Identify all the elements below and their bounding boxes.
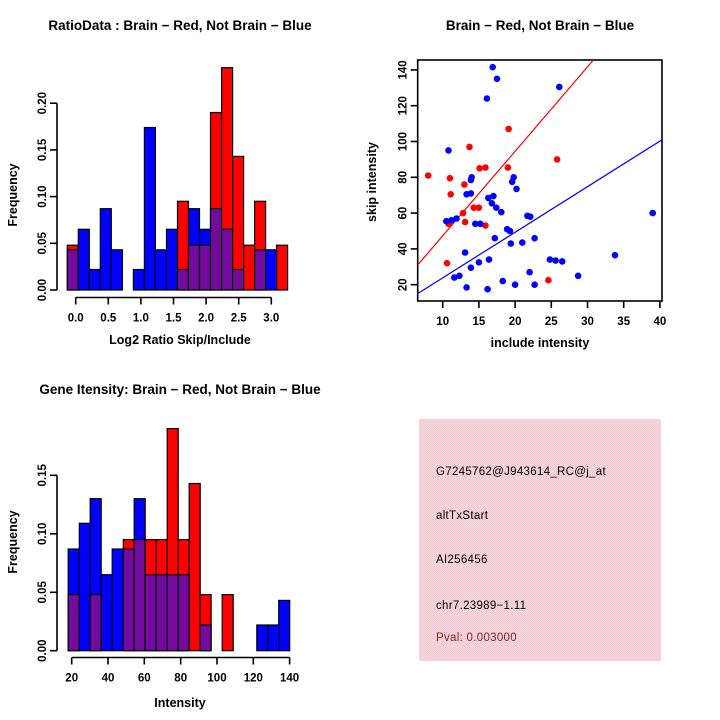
svg-text:40: 40 (398, 243, 410, 256)
svg-text:140: 140 (280, 673, 299, 685)
svg-text:0.10: 0.10 (37, 523, 49, 545)
svg-text:10: 10 (436, 316, 449, 328)
svg-text:120: 120 (398, 96, 410, 115)
svg-text:3.0: 3.0 (263, 313, 279, 325)
svg-text:140: 140 (398, 60, 410, 79)
svg-text:0.15: 0.15 (37, 464, 49, 487)
x-axis: 20 40 60 80 100 120 140 (65, 656, 299, 685)
panel-gene-intensity-histogram: Gene Itensity: Brain − Red, Not Brain − … (0, 360, 360, 720)
points (424, 63, 656, 293)
scatter-xlabel: include intensity (490, 336, 590, 350)
svg-text:40: 40 (654, 316, 667, 328)
svg-text:2.0: 2.0 (198, 313, 214, 325)
gene-info-box: G7245762@J943614_RC@j_at altTxStart AI25… (419, 419, 661, 661)
svg-text:40: 40 (102, 673, 115, 685)
y-axis: 0.00 0.05 0.10 0.15 0.20 (37, 92, 58, 301)
panel-intensity-scatter: Brain − Red, Not Brain − Blue skip inten… (360, 0, 720, 360)
svg-text:20: 20 (509, 316, 522, 328)
gene-histogram-xlabel: Intensity (154, 696, 206, 710)
x-axis: 0.0 0.5 1.0 1.5 2.0 2.5 3.0 (68, 296, 279, 325)
ratio-histogram-plot: 0.0 0.5 1.0 1.5 2.0 2.5 3.0 0.00 0.05 0.10 0.15 0.2… (37, 67, 289, 325)
svg-text:0.10: 0.10 (37, 185, 49, 207)
svg-text:1.0: 1.0 (133, 313, 149, 325)
plot-box (416, 59, 663, 302)
svg-text:120: 120 (244, 673, 263, 685)
y-axis: 0.00 0.05 0.10 0.15 (37, 464, 58, 662)
svg-text:80: 80 (174, 673, 187, 685)
svg-text:25: 25 (545, 316, 558, 328)
svg-text:20: 20 (65, 673, 78, 685)
probe-id-text: G7245762@J943614_RC@j_at (436, 466, 606, 478)
ratio-histogram-xlabel: Log2 Ratio Skip/Include (109, 333, 251, 347)
svg-text:0.0: 0.0 (68, 313, 84, 325)
svg-text:0.20: 0.20 (37, 92, 49, 114)
svg-text:30: 30 (581, 316, 594, 328)
pvalue-text: Pval: 0.003000 (436, 632, 517, 644)
svg-text:0.05: 0.05 (37, 232, 49, 255)
y-axis: 20 40 60 80 100 120 140 (398, 60, 418, 291)
scatter-plot: 10 15 20 25 30 35 40 20 40 60 80 100 120 140 (398, 59, 666, 328)
splice-type-text: altTxStart (436, 510, 489, 522)
svg-text:35: 35 (617, 316, 630, 328)
x-axis: 10 15 20 25 30 35 40 (436, 301, 666, 328)
svg-text:0.00: 0.00 (37, 640, 49, 662)
svg-text:1.5: 1.5 (166, 313, 183, 325)
svg-text:2.5: 2.5 (231, 313, 248, 325)
svg-text:60: 60 (398, 207, 410, 220)
svg-text:60: 60 (138, 673, 151, 685)
panel-ratio-histogram: RatioData : Brain − Red, Not Brain − Blu… (0, 0, 360, 360)
bars (67, 427, 291, 652)
svg-text:0.05: 0.05 (37, 581, 49, 604)
svg-text:100: 100 (207, 673, 226, 685)
ratio-histogram-title: RatioData : Brain − Red, Not Brain − Blu… (48, 18, 312, 33)
gene-histogram-title: Gene Itensity: Brain − Red, Not Brain − … (39, 382, 321, 397)
scatter-title: Brain − Red, Not Brain − Blue (445, 18, 635, 33)
panel-gene-info: G7245762@J943614_RC@j_at altTxStart AI25… (360, 360, 720, 720)
svg-text:20: 20 (398, 278, 410, 291)
fit-lines (417, 59, 663, 295)
svg-text:0.15: 0.15 (37, 138, 49, 161)
svg-text:0.00: 0.00 (37, 279, 49, 301)
svg-text:15: 15 (473, 316, 486, 328)
gene-histogram-plot: 20 40 60 80 100 120 140 0.00 0.05 0.10 0.15 (37, 427, 299, 685)
svg-text:100: 100 (398, 132, 410, 151)
chromosome-text: chr7.23989−1.11 (436, 600, 527, 612)
bars (66, 67, 289, 291)
accession-text: AI256456 (436, 554, 488, 566)
svg-text:80: 80 (398, 171, 410, 184)
svg-text:0.5: 0.5 (100, 313, 117, 325)
